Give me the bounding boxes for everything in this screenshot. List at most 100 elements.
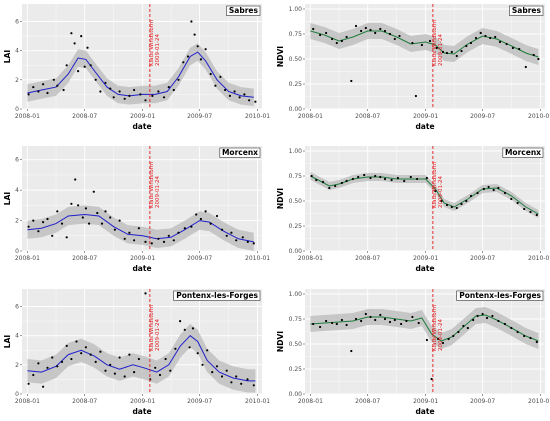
y-tick-label: 0	[15, 248, 19, 255]
data-point	[183, 227, 186, 230]
data-point	[188, 346, 191, 349]
data-point	[460, 202, 463, 206]
x-tick-label: 2008-07	[72, 398, 97, 405]
data-point	[248, 99, 251, 102]
x-tick-label: 2010-01	[245, 255, 270, 262]
data-point	[84, 207, 87, 210]
data-point	[228, 94, 231, 97]
data-point	[133, 371, 136, 374]
data-point	[455, 206, 458, 210]
data-point	[195, 213, 198, 216]
data-point	[233, 90, 236, 93]
data-point	[497, 319, 500, 323]
data-point	[252, 384, 255, 387]
data-point	[190, 20, 193, 23]
data-point	[360, 29, 363, 33]
data-point	[452, 334, 455, 338]
plot-background	[305, 289, 545, 394]
x-tick-label: 2009-07	[187, 255, 212, 262]
data-point	[383, 177, 387, 181]
data-point	[503, 191, 507, 195]
data-point	[340, 181, 343, 185]
x-tick-label: 2009-07	[470, 255, 495, 262]
site-label-box	[509, 5, 544, 16]
data-point	[369, 28, 372, 32]
x-tick-label: 2008-07	[355, 255, 380, 262]
event-date-label: 2009-01-24	[438, 34, 444, 66]
data-point	[374, 174, 377, 178]
data-point	[460, 49, 463, 53]
data-point	[516, 330, 519, 334]
event-date-label: 2009-01-24	[155, 319, 161, 351]
x-tick-label: 2008-01	[298, 113, 323, 120]
data-point	[42, 83, 45, 86]
data-point	[224, 88, 227, 92]
x-axis-title: date	[415, 122, 434, 131]
panel-morcenx-lai: Klaus Windstorm 2009-01-24 Morcenx 0 2 4 6 2008…	[3, 146, 270, 273]
data-point	[109, 87, 112, 90]
y-tick-label: 0.75	[289, 316, 303, 323]
data-point	[363, 173, 366, 177]
data-point	[177, 231, 180, 234]
data-point	[360, 319, 363, 323]
site-label-box	[226, 5, 261, 16]
y-tick-label: 0.00	[289, 106, 303, 113]
y-tick-label: 1.00	[289, 291, 303, 298]
x-axis-title: date	[132, 122, 151, 131]
x-tick-label: 2009-01	[130, 398, 155, 405]
site-label-box	[173, 290, 261, 301]
data-point	[321, 180, 325, 184]
data-point	[379, 175, 382, 179]
data-point	[65, 236, 68, 239]
y-tick-label: 0.00	[289, 248, 303, 255]
data-point	[144, 292, 147, 295]
y-tick-label: 0.75	[289, 31, 303, 38]
data-point	[27, 93, 30, 96]
data-point	[133, 88, 136, 92]
x-tick-label: 2008-07	[355, 113, 380, 120]
event-label: Klaus Windstorm	[149, 20, 155, 66]
data-point	[350, 79, 353, 83]
data-point	[411, 315, 414, 319]
smooth-line	[310, 175, 539, 215]
event-date-label: 2009-01-24	[438, 176, 444, 208]
data-point	[230, 231, 233, 234]
data-point	[77, 204, 80, 207]
x-tick-label: 2009-01	[413, 255, 438, 262]
data-point	[351, 177, 354, 181]
data-point	[335, 322, 338, 326]
data-point	[51, 356, 54, 359]
data-point	[183, 328, 186, 331]
x-tick-label: 2009-01	[130, 255, 155, 262]
data-point	[164, 357, 167, 361]
panel-pontenx-les-forges-lai: Klaus Windstorm 2009-01-24 Pontenx-les-For…	[3, 289, 270, 416]
y-tick-label: 6	[15, 19, 19, 26]
data-point	[319, 325, 322, 329]
data-point	[529, 336, 532, 340]
confidence-band	[27, 324, 256, 393]
data-point	[70, 32, 73, 35]
data-point	[510, 326, 513, 330]
data-point	[109, 216, 112, 219]
data-point	[532, 53, 535, 57]
data-point	[83, 65, 86, 68]
data-point	[42, 221, 45, 224]
data-point	[75, 340, 78, 343]
data-point	[206, 349, 209, 352]
data-point	[252, 242, 255, 245]
x-tick-label: 2008-01	[15, 398, 40, 405]
x-tick-label: 2010-01	[245, 398, 270, 405]
data-point	[420, 43, 423, 47]
data-point	[462, 324, 465, 328]
data-point	[328, 186, 331, 190]
y-tick-label: 0	[15, 391, 19, 398]
data-point	[167, 86, 170, 89]
data-point	[37, 90, 40, 93]
data-point	[65, 64, 68, 67]
site-label-box	[502, 147, 544, 158]
site-label: Pontenx-les-Forges	[459, 291, 541, 300]
data-point	[445, 51, 449, 55]
data-point	[388, 32, 392, 36]
data-point	[172, 88, 175, 92]
data-point	[441, 50, 445, 54]
